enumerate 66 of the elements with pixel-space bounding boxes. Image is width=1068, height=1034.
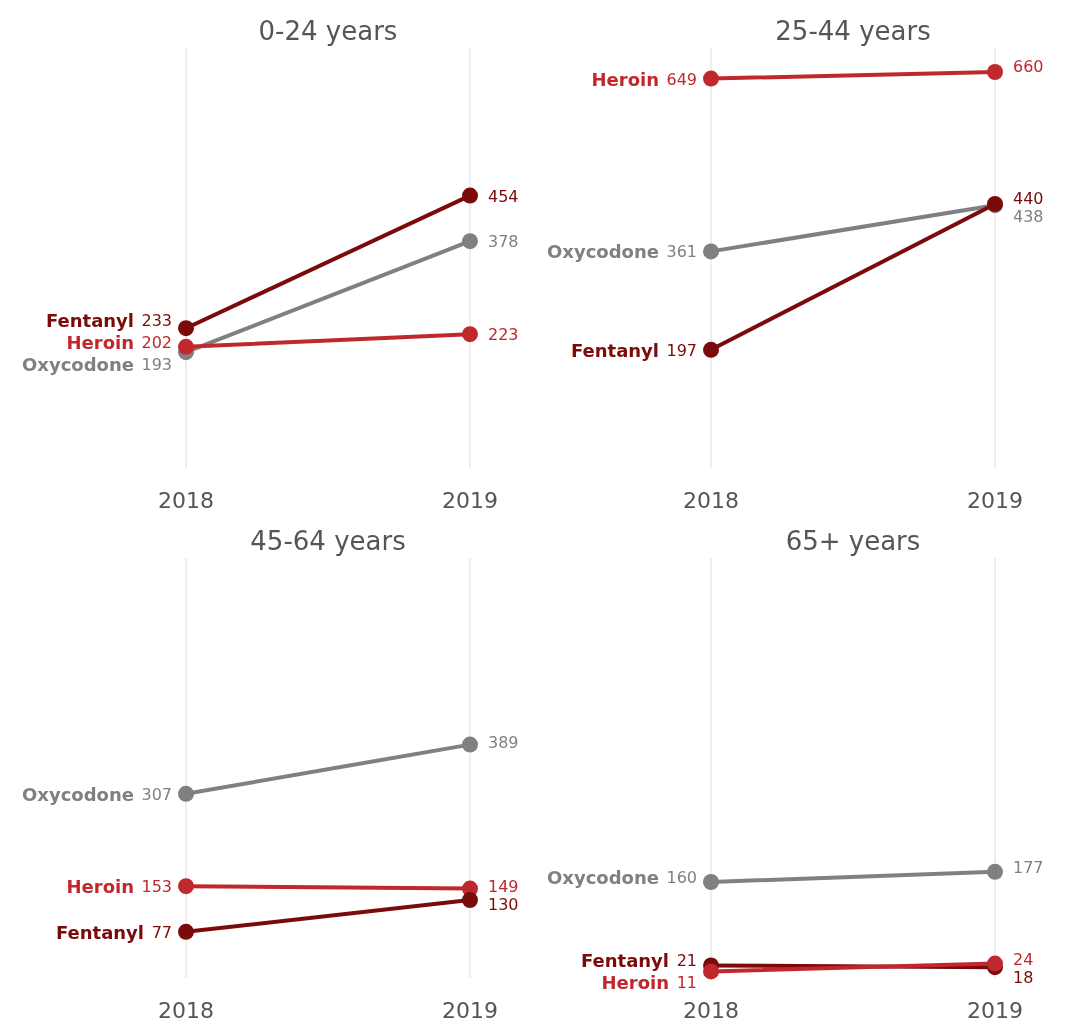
data-label: 197 xyxy=(666,340,697,360)
series-label: Heroin xyxy=(601,972,669,994)
point xyxy=(178,320,194,337)
point xyxy=(703,70,719,87)
data-label: 454 xyxy=(488,186,519,206)
x-tick-label: 2019 xyxy=(967,488,1023,513)
series-label: Fentanyl xyxy=(55,921,144,943)
data-label: 11 xyxy=(676,973,697,993)
point xyxy=(703,243,719,260)
text: Heroin xyxy=(66,332,134,354)
data-label: 177 xyxy=(1013,858,1044,877)
point xyxy=(987,955,1003,972)
point xyxy=(178,785,194,802)
point xyxy=(178,878,194,895)
text: Fentanyl xyxy=(45,310,134,332)
text: Heroin xyxy=(66,876,134,898)
text: Oxycodone xyxy=(22,354,134,376)
data-label: 21 xyxy=(676,951,697,971)
x-tick-label: 2019 xyxy=(442,488,498,513)
data-label: 223 xyxy=(488,325,519,345)
data-label: 202 xyxy=(141,333,172,353)
point xyxy=(462,326,478,343)
point xyxy=(703,341,719,358)
text: Fentanyl xyxy=(570,339,659,361)
point xyxy=(462,736,478,753)
text: Oxycodone xyxy=(547,241,659,263)
data-label: 160 xyxy=(666,867,697,887)
x-tick-label: 2018 xyxy=(683,488,739,513)
data-label: 149 xyxy=(488,877,519,897)
x-tick-label: 2019 xyxy=(967,998,1023,1023)
point xyxy=(987,64,1003,80)
point xyxy=(987,863,1003,880)
text: Oxycodone xyxy=(22,783,134,805)
point xyxy=(178,338,194,355)
data-label: 440 xyxy=(1013,189,1044,209)
chart-title: 25-44 years xyxy=(775,16,931,46)
point xyxy=(703,874,719,890)
point xyxy=(178,923,194,940)
data-label: 660 xyxy=(1013,57,1044,77)
data-label: 18 xyxy=(1013,967,1034,987)
data-label: 389 xyxy=(488,733,519,753)
data-label: 130 xyxy=(488,895,519,915)
text: Oxycodone xyxy=(547,866,659,888)
data-label: 24 xyxy=(1013,949,1034,969)
data-label: 361 xyxy=(666,242,697,262)
data-label: 378 xyxy=(488,232,519,252)
chart-title: 65+ years xyxy=(785,526,921,556)
data-label: 233 xyxy=(141,311,172,331)
data-label: 649 xyxy=(666,69,697,89)
chart-title: 45-64 years xyxy=(250,526,406,556)
data-label: 77 xyxy=(151,922,172,942)
chart-title: 0-24 years xyxy=(258,16,398,46)
point xyxy=(462,892,478,908)
point xyxy=(462,187,478,204)
x-tick-label: 2018 xyxy=(683,998,739,1023)
x-tick-label: 2018 xyxy=(158,998,214,1023)
data-label: 193 xyxy=(141,355,172,375)
point xyxy=(703,963,719,980)
point xyxy=(462,233,478,250)
x-tick-label: 2019 xyxy=(442,998,498,1023)
text: Heroin xyxy=(591,68,659,90)
series-label: Fentanyl xyxy=(580,950,669,972)
x-tick-label: 2018 xyxy=(158,488,214,513)
data-label: 438 xyxy=(1013,207,1044,227)
data-label: 307 xyxy=(141,784,172,804)
data-label: 153 xyxy=(141,877,172,897)
